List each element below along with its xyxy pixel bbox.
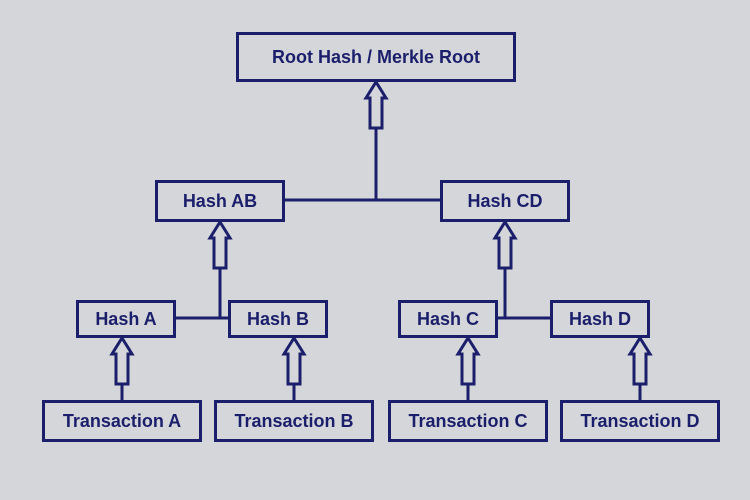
node-d: Hash D	[550, 300, 650, 338]
node-tc: Transaction C	[388, 400, 548, 442]
node-td: Transaction D	[560, 400, 720, 442]
node-b: Hash B	[228, 300, 328, 338]
node-tb: Transaction B	[214, 400, 374, 442]
node-cd: Hash CD	[440, 180, 570, 222]
merkle-tree-diagram: Root Hash / Merkle Root Hash AB Hash CD Has…	[0, 0, 750, 500]
node-a: Hash A	[76, 300, 176, 338]
node-ab: Hash AB	[155, 180, 285, 222]
node-root: Root Hash / Merkle Root	[236, 32, 516, 82]
node-c: Hash C	[398, 300, 498, 338]
node-ta: Transaction A	[42, 400, 202, 442]
